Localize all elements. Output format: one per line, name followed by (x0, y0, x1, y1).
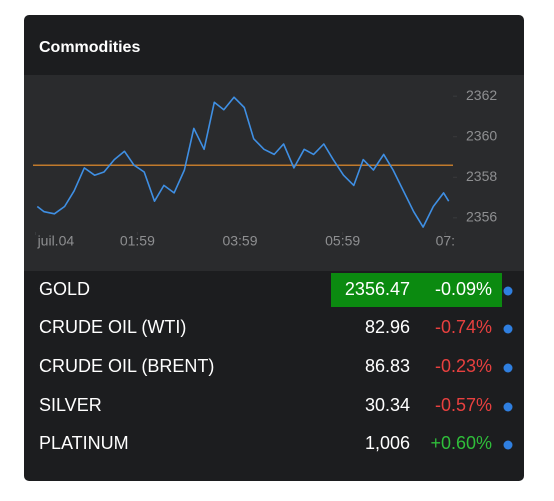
commodity-name: SILVER (39, 395, 102, 415)
commodity-change: -0.09% (435, 279, 492, 299)
x-tick-label: juil.04 (37, 233, 75, 249)
x-tick-label: 05:59 (325, 233, 360, 249)
y-tick-label: 2362 (466, 87, 497, 103)
commodity-change: -0.23% (435, 356, 492, 376)
commodity-change: -0.74% (435, 317, 492, 337)
commodity-price: 86.83 (365, 356, 410, 376)
status-dot (503, 440, 513, 450)
x-tick-label: 07: (436, 233, 455, 249)
y-tick-label: 2356 (466, 209, 497, 225)
row-highlight (331, 273, 502, 307)
price-line (36, 96, 450, 228)
commodity-price: 1,006 (365, 433, 410, 453)
status-dot (503, 324, 513, 334)
commodity-change: +0.60% (430, 433, 492, 453)
y-tick-label: 2360 (466, 127, 497, 143)
x-tick-label: 01:59 (120, 233, 155, 249)
commodity-name: CRUDE OIL (BRENT) (39, 356, 214, 376)
status-dot (503, 402, 513, 412)
x-tick-label: 03:59 (222, 233, 257, 249)
status-dot (503, 286, 513, 296)
chart-area (24, 75, 524, 271)
commodity-price: 82.96 (365, 317, 410, 337)
commodity-name: CRUDE OIL (WTI) (39, 317, 186, 337)
commodity-price: 30.34 (365, 395, 410, 415)
commodity-name: PLATINUM (39, 433, 129, 453)
y-tick-label: 2358 (466, 168, 497, 184)
commodity-price: 2356.47 (345, 279, 410, 299)
status-dot (503, 363, 513, 373)
commodity-name: GOLD (39, 279, 90, 299)
plot (33, 96, 453, 228)
commodity-change: -0.57% (435, 395, 492, 415)
widget-title: Commodities (39, 39, 140, 56)
